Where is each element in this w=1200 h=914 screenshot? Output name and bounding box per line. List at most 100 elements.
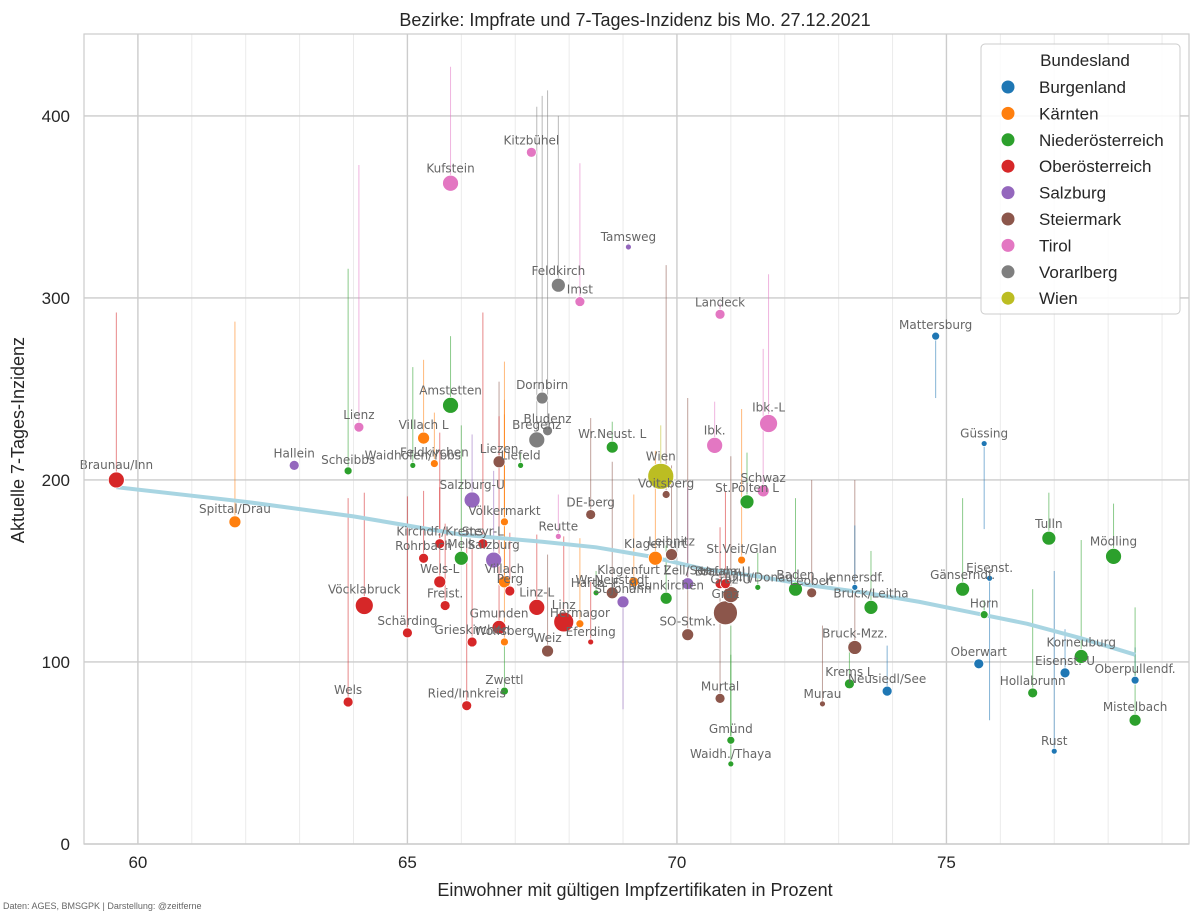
point-label-braunau-inn: Braunau/Inn bbox=[80, 458, 153, 472]
plot-frame bbox=[83, 33, 1190, 845]
point-st-johann bbox=[616, 595, 630, 609]
point-label-baden: Baden bbox=[776, 568, 814, 582]
point-label-linz: Linz bbox=[552, 598, 576, 612]
point-label-st-johann: St.Johann bbox=[594, 582, 651, 596]
legend-marker-vorarlberg bbox=[1001, 265, 1015, 279]
point-klagenfurt-l bbox=[628, 576, 640, 588]
point-label-tamsweg: Tamsweg bbox=[600, 230, 656, 244]
point-label-villach-l: Villach L bbox=[399, 418, 449, 432]
point-label-murau: Murau bbox=[804, 687, 842, 701]
point-braunau-inn bbox=[107, 471, 125, 489]
point-label-spittal-drau: Spittal/Drau bbox=[199, 502, 271, 516]
point-schwaz bbox=[756, 484, 770, 498]
point-label-gmünd: Gmünd bbox=[709, 722, 753, 736]
point-label-kufstein: Kufstein bbox=[426, 161, 474, 175]
point-label-tulln-donau: Tulln/Donau bbox=[721, 570, 793, 584]
point-bruck-leitha bbox=[863, 599, 879, 615]
point-wien bbox=[647, 462, 675, 490]
point-label-bruck-leitha: Bruck/Leitha bbox=[833, 586, 908, 600]
point-eisenst bbox=[986, 574, 993, 582]
previous-value-stems bbox=[115, 66, 1136, 764]
point-label-hermagor: Hermagor bbox=[550, 606, 610, 620]
point-label-zwettl: Zwettl bbox=[485, 673, 523, 687]
point-imst bbox=[574, 296, 586, 307]
point-hermagor bbox=[575, 619, 585, 629]
point-tamsweg bbox=[625, 243, 632, 251]
legend-label-kärnten: Kärnten bbox=[1039, 104, 1099, 123]
point-label-wr-neust-l: Wr.Neust. L bbox=[578, 427, 647, 441]
point-label-murtal: Murtal bbox=[701, 679, 739, 693]
point-st-pölten-l bbox=[739, 494, 755, 510]
point-label-salzburg: Salzburg bbox=[468, 538, 520, 552]
point-urfahr-u bbox=[720, 578, 731, 590]
point-korneuburg bbox=[1073, 649, 1089, 664]
x-tick-label: 65 bbox=[398, 853, 417, 872]
point-label-liefeld: Liefeld bbox=[501, 448, 541, 462]
point-eisenst-u bbox=[1059, 667, 1071, 679]
point-jennersdf bbox=[851, 583, 859, 591]
point-rust bbox=[1050, 747, 1058, 755]
legend-label-niederösterreich: Niederösterreich bbox=[1039, 131, 1164, 150]
point-label-so-stmk: SO-Stmk. bbox=[659, 615, 716, 629]
point-label-braunau: Braunau bbox=[695, 565, 746, 579]
legend-marker-wien bbox=[1001, 291, 1015, 305]
point-vöcklabruck bbox=[354, 596, 374, 615]
point-label-rust: Rust bbox=[1041, 734, 1068, 748]
data-credit: Daten: AGES, BMSGPK | Darstellung: @zeit… bbox=[3, 901, 202, 911]
point-horn bbox=[979, 610, 989, 620]
point-label-neunkirchen: Neunkirchen bbox=[628, 578, 704, 592]
point-label-dornbirn: Dornbirn bbox=[516, 378, 568, 392]
legend-marker-steiermark bbox=[1001, 212, 1015, 226]
point-label-eisenst: Eisenst. bbox=[966, 561, 1013, 575]
x-tick-label: 70 bbox=[667, 853, 686, 872]
point-mistelbach bbox=[1128, 713, 1142, 727]
point-hartb-f bbox=[592, 589, 600, 597]
point-grieskirchen bbox=[466, 636, 478, 648]
point-neusiedl-see bbox=[881, 685, 893, 697]
point-baden bbox=[788, 581, 803, 597]
point-linz bbox=[553, 611, 575, 633]
point-tulln-donau bbox=[754, 583, 762, 591]
point-spittal-drau bbox=[228, 515, 242, 529]
point-gmunden bbox=[491, 619, 507, 635]
legend-title: Bundesland bbox=[1040, 51, 1130, 70]
trend-line bbox=[116, 485, 1136, 657]
point-waidhofen-ybbs bbox=[409, 461, 417, 469]
point-label-kirchdf-krems: Kirchdf./Krems bbox=[396, 525, 483, 539]
point-waidh-thaya bbox=[727, 760, 735, 768]
point-label-jennersdf: Jennersdf. bbox=[824, 570, 884, 584]
point-völkermarkt bbox=[500, 517, 509, 527]
x-tick-label: 75 bbox=[937, 853, 956, 872]
point-graz bbox=[713, 600, 738, 626]
legend-box bbox=[980, 43, 1181, 315]
point-zwettl bbox=[500, 686, 509, 696]
point-liezen bbox=[492, 455, 506, 469]
point-wr-neustadt bbox=[605, 586, 619, 600]
legend-marker-burgenland bbox=[1001, 80, 1015, 94]
chart-title: Bezirke: Impfrate und 7-Tages-Inzidenz b… bbox=[399, 10, 870, 30]
point-label-neusiedl-see: Neusiedl/See bbox=[848, 672, 926, 686]
point-label-krems-l: Krems L bbox=[825, 665, 874, 679]
x-axis-label: Einwohner mit gültigen Impfzertifikaten … bbox=[437, 880, 832, 900]
point-oberwart bbox=[973, 658, 985, 670]
point-label-zell-see: Zell/See bbox=[663, 564, 712, 578]
point-label-landeck: Landeck bbox=[695, 295, 745, 309]
point-label-wr-neustadt: Wr.Neustadt bbox=[575, 573, 649, 587]
x-tick-label: 60 bbox=[128, 853, 147, 872]
point-scheibbs bbox=[343, 466, 353, 476]
point-label-ibk-l: Ibk.-L bbox=[752, 401, 785, 415]
point-label-linz-l: Linz-L bbox=[519, 585, 554, 599]
point-krems-l bbox=[844, 678, 855, 690]
point-label-waidhofen-ybbs: Waidhofen/Ybbs bbox=[365, 448, 461, 462]
point-label-scheibbs: Scheibbs bbox=[321, 453, 375, 467]
point-label-feldkirch: Feldkirch bbox=[531, 264, 585, 278]
legend-marker-tirol bbox=[1001, 238, 1015, 252]
legend-label-tirol: Tirol bbox=[1039, 236, 1071, 255]
point-label-de-berg: DE-berg bbox=[566, 496, 615, 510]
point-kufstein bbox=[442, 174, 459, 192]
point-feldkirch bbox=[550, 277, 566, 293]
point-wels bbox=[342, 696, 354, 708]
point-so-stmk bbox=[681, 628, 695, 642]
point-wels-l bbox=[433, 575, 447, 589]
